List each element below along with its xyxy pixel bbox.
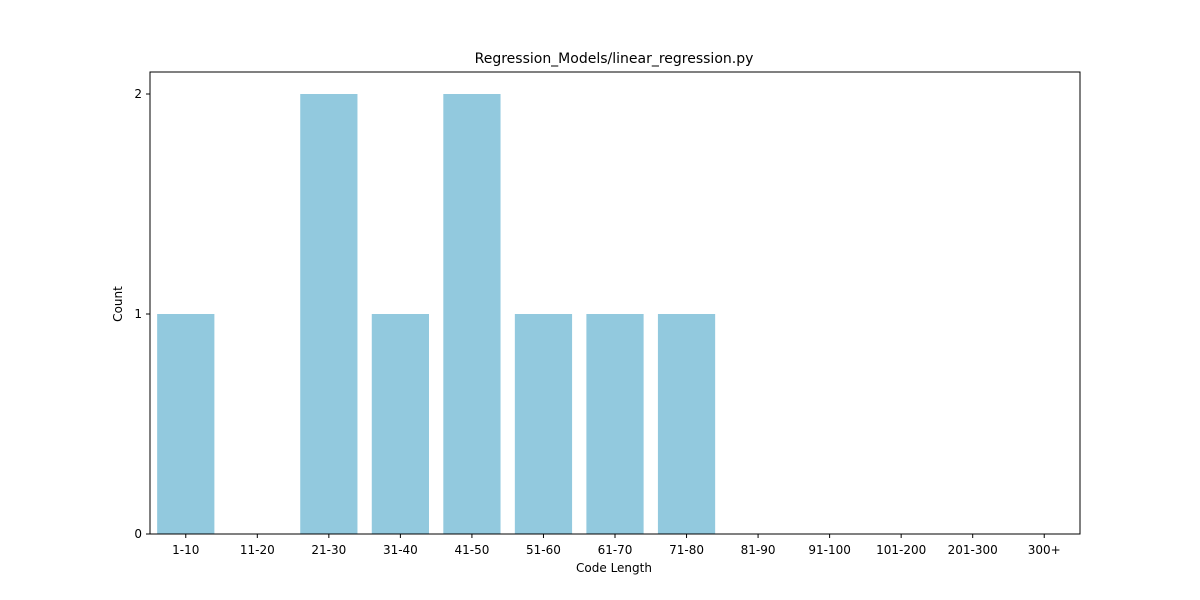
bar-41-50 (443, 94, 501, 534)
bars-layer (157, 94, 716, 534)
bar-51-60 (514, 314, 573, 534)
x-tick-label: 1-10 (172, 543, 199, 557)
x-tick-label: 41-50 (454, 543, 489, 557)
x-tick-label: 21-30 (311, 543, 346, 557)
y-tick-label: 1 (134, 307, 142, 321)
x-axis-label: Code Length (576, 561, 652, 575)
x-tick-label: 71-80 (669, 543, 704, 557)
chart-title: Regression_Models/linear_regression.py (475, 51, 754, 67)
x-tick-label: 91-100 (808, 543, 851, 557)
bar-21-30 (300, 94, 358, 534)
x-tick-label: 201-300 (948, 543, 998, 557)
x-tick-label: 81-90 (741, 543, 776, 557)
x-tick-label: 61-70 (598, 543, 633, 557)
y-axis-label: Count (111, 286, 125, 322)
bar-61-70 (586, 314, 644, 534)
x-tick-label: 51-60 (526, 543, 561, 557)
y-tick-label: 0 (134, 527, 142, 541)
x-tick-label: 101-200 (876, 543, 926, 557)
x-tick-label: 11-20 (240, 543, 275, 557)
bar-71-80 (657, 314, 716, 534)
x-tick-label: 31-40 (383, 543, 418, 557)
y-axis-ticks: 0 1 2 (134, 87, 150, 541)
y-tick-label: 2 (134, 87, 142, 101)
bar-31-40 (371, 314, 429, 534)
bar-1-10 (157, 314, 215, 534)
x-axis-ticks: 1-10 11-20 21-30 31-40 41-50 51-60 61-70 71-80 8… (172, 534, 1061, 557)
x-tick-label: 300+ (1028, 543, 1061, 557)
